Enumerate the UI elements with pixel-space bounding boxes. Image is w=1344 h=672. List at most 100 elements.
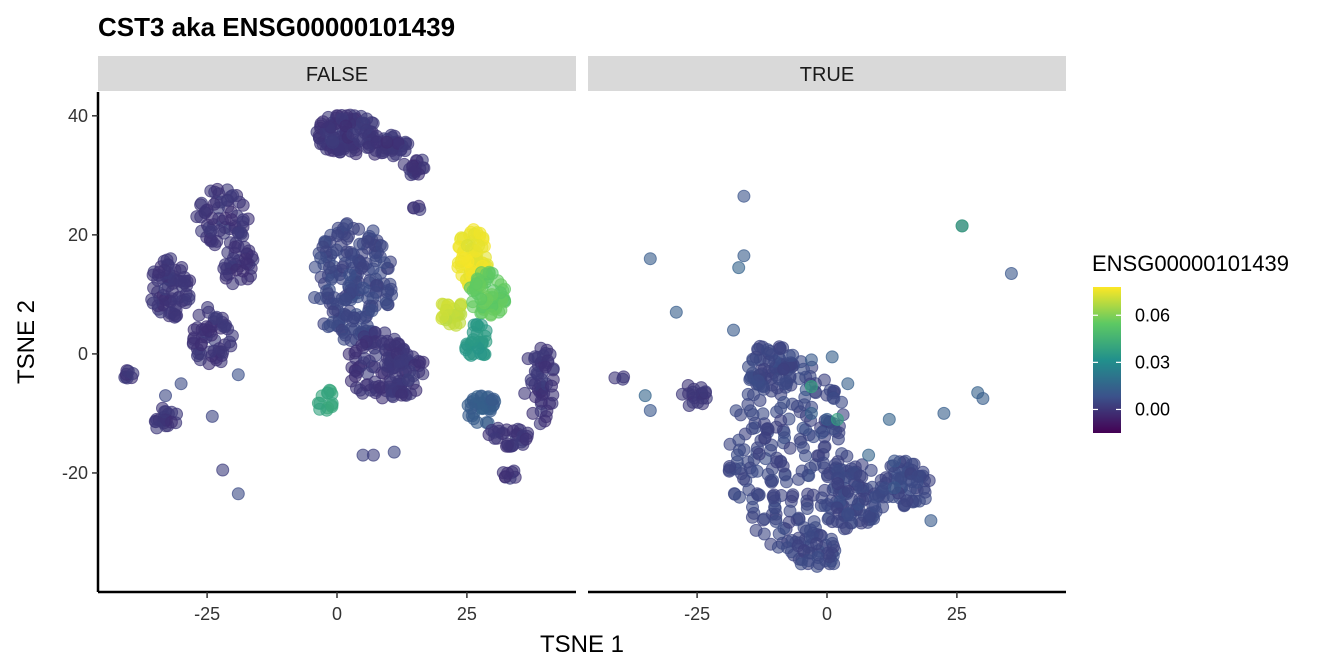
data-point: [827, 392, 841, 405]
data-point: [393, 358, 407, 372]
data-point: [208, 238, 222, 252]
data-point: [911, 469, 925, 483]
data-point: [200, 320, 213, 334]
data-point: [231, 487, 245, 501]
data-point: [727, 323, 740, 337]
data-point: [488, 431, 502, 445]
data-point: [474, 292, 488, 306]
data-point: [862, 448, 876, 462]
data-point: [682, 399, 696, 412]
data-point: [173, 264, 187, 278]
data-point: [841, 507, 855, 521]
data-point: [485, 393, 499, 407]
data-point: [729, 404, 743, 418]
data-point: [362, 140, 376, 154]
data-point: [528, 377, 542, 391]
data-point: [216, 463, 230, 477]
data-point: [745, 510, 759, 524]
y-tick-label: 20: [68, 225, 88, 245]
y-tick-label: -20: [62, 463, 88, 483]
data-point: [460, 239, 474, 252]
data-point: [737, 189, 751, 203]
y-tick-label: 40: [68, 106, 88, 126]
legend-label: 0.06: [1135, 305, 1170, 325]
data-point: [316, 240, 330, 254]
y-tick-label: 0: [78, 344, 88, 364]
data-point: [519, 432, 533, 446]
data-point: [230, 263, 244, 277]
points-facet-false: [118, 108, 560, 501]
data-point: [616, 372, 630, 386]
data-point: [937, 406, 951, 420]
data-point: [840, 521, 854, 535]
data-point: [361, 235, 375, 249]
data-point: [841, 377, 855, 391]
data-point: [761, 343, 775, 357]
data-point: [804, 406, 818, 420]
data-point: [825, 350, 839, 364]
data-point: [501, 466, 514, 480]
data-point: [321, 386, 334, 400]
data-point: [804, 353, 818, 367]
data-point: [783, 441, 797, 455]
data-point: [743, 404, 757, 418]
data-point: [324, 120, 338, 134]
data-point: [406, 160, 420, 174]
data-point: [346, 282, 360, 296]
data-point: [398, 144, 412, 158]
data-point: [853, 469, 867, 483]
data-point: [204, 223, 218, 237]
data-point: [900, 494, 914, 508]
data-point: [785, 490, 799, 504]
data-point: [455, 251, 469, 265]
data-point: [758, 431, 772, 445]
data-point: [777, 362, 791, 376]
data-point: [792, 472, 805, 486]
data-point: [236, 213, 250, 227]
data-point: [747, 388, 760, 402]
data-point: [888, 454, 901, 468]
data-point: [401, 373, 415, 387]
data-point: [767, 491, 781, 505]
data-point: [976, 392, 990, 405]
data-point: [730, 448, 744, 462]
data-point: [888, 481, 901, 495]
data-point: [830, 412, 844, 426]
data-point: [918, 485, 932, 499]
data-point: [193, 353, 207, 367]
data-point: [723, 460, 737, 473]
data-point: [732, 261, 746, 275]
data-point: [774, 454, 788, 468]
data-point: [776, 341, 790, 355]
x-tick-label: -25: [684, 604, 710, 624]
data-point: [413, 355, 427, 369]
data-point: [231, 368, 245, 382]
x-tick-label: -25: [194, 604, 220, 624]
points-facet-true: [608, 189, 1018, 573]
data-point: [348, 369, 362, 383]
data-point: [643, 404, 657, 417]
data-point: [466, 333, 480, 347]
facet-label-false: FALSE: [306, 64, 368, 86]
data-point: [454, 297, 468, 311]
data-point: [205, 409, 219, 423]
data-point: [207, 197, 221, 211]
data-point: [339, 292, 353, 306]
data-point: [164, 415, 178, 429]
legend-ticks: 0.00 0.03 0.06: [1093, 305, 1170, 419]
data-point: [643, 252, 657, 266]
data-point: [817, 373, 831, 387]
data-point: [380, 135, 394, 149]
data-point: [746, 354, 760, 367]
facet-label-true: TRUE: [800, 64, 854, 86]
data-point: [187, 323, 201, 337]
data-point: [802, 554, 816, 568]
x-axis-title: TSNE 1: [540, 631, 624, 658]
data-point: [501, 437, 515, 451]
data-point: [462, 409, 476, 422]
data-point: [745, 422, 759, 436]
data-point: [469, 277, 483, 291]
x-tick-label: 25: [947, 604, 967, 624]
data-point: [326, 315, 340, 329]
